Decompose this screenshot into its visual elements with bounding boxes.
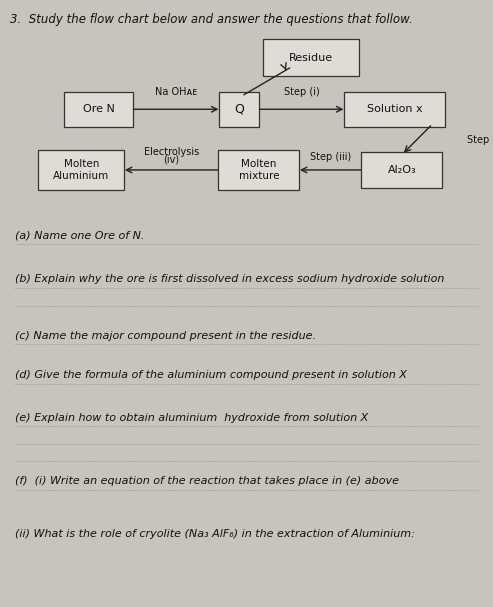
Text: 3.  Study the flow chart below and answer the questions that follow.: 3. Study the flow chart below and answer… xyxy=(10,13,413,26)
FancyBboxPatch shape xyxy=(64,92,133,127)
Text: (b) Explain why the ore is first dissolved in excess sodium hydroxide solution: (b) Explain why the ore is first dissolv… xyxy=(15,274,444,284)
Text: Molten
mixture: Molten mixture xyxy=(239,159,279,181)
Text: (iv): (iv) xyxy=(163,154,179,164)
Text: Electrolysis: Electrolysis xyxy=(143,147,199,157)
FancyBboxPatch shape xyxy=(219,92,259,127)
Text: Step (i): Step (i) xyxy=(283,87,319,97)
Text: Molten
Aluminium: Molten Aluminium xyxy=(53,159,109,181)
FancyBboxPatch shape xyxy=(361,152,443,188)
FancyBboxPatch shape xyxy=(38,151,124,189)
Text: Residue: Residue xyxy=(288,53,333,63)
Text: Na OHᴀᴇ: Na OHᴀᴇ xyxy=(155,87,197,97)
Text: Solution x: Solution x xyxy=(367,104,422,114)
Text: Step (iii): Step (iii) xyxy=(310,152,351,161)
Text: Al₂O₃: Al₂O₃ xyxy=(387,165,416,175)
FancyBboxPatch shape xyxy=(218,151,300,189)
Text: (c) Name the major compound present in the residue.: (c) Name the major compound present in t… xyxy=(15,331,316,341)
Text: (a) Name one Ore of N.: (a) Name one Ore of N. xyxy=(15,231,144,240)
Text: (e) Explain how to obtain aluminium  hydroxide from solution X: (e) Explain how to obtain aluminium hydr… xyxy=(15,413,368,422)
Text: Q: Q xyxy=(234,103,244,116)
Text: (f)  (i) Write an equation of the reaction that takes place in (e) above: (f) (i) Write an equation of the reactio… xyxy=(15,476,399,486)
Text: (ii) What is the role of cryolite (Na₃ AlF₆) in the extraction of Aluminium:: (ii) What is the role of cryolite (Na₃ A… xyxy=(15,529,415,539)
FancyBboxPatch shape xyxy=(262,39,359,76)
Text: Step (ii): Step (ii) xyxy=(467,135,493,144)
FancyBboxPatch shape xyxy=(344,92,445,127)
Text: Ore N: Ore N xyxy=(83,104,114,114)
Text: (d) Give the formula of the aluminium compound present in solution X: (d) Give the formula of the aluminium co… xyxy=(15,370,407,380)
